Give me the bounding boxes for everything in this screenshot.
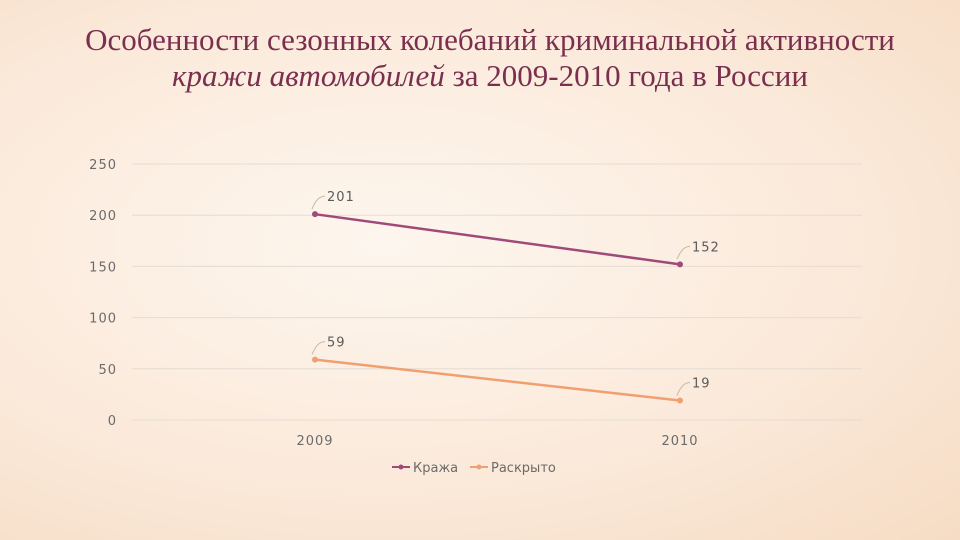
- data-point: [677, 261, 683, 268]
- data-label-leader: [311, 341, 326, 355]
- title-part-1: Особенности сезонных колебаний криминаль…: [85, 22, 895, 57]
- legend-label: Раскрыто: [491, 461, 556, 476]
- legend-swatch-marker: [476, 464, 482, 470]
- y-tick-label: 50: [98, 363, 117, 378]
- y-tick-label: 150: [89, 260, 117, 275]
- data-label-leader: [676, 382, 691, 396]
- data-point: [312, 211, 318, 218]
- legend-swatch-marker: [398, 464, 404, 470]
- data-point: [677, 397, 683, 404]
- data-label: 201: [327, 190, 355, 205]
- data-label: 19: [692, 377, 711, 392]
- data-label-leader: [676, 245, 691, 260]
- title-part-2-italic: кражи автомобилей: [171, 58, 445, 93]
- data-label: 59: [327, 336, 346, 351]
- series-line: [314, 212, 681, 266]
- legend-label: Кража: [413, 461, 458, 476]
- y-tick-label: 0: [108, 414, 117, 429]
- x-tick-label: 2009: [296, 434, 333, 449]
- data-label: 152: [692, 240, 720, 255]
- chart-title: Особенности сезонных колебаний криминаль…: [80, 22, 900, 94]
- y-tick-label: 200: [89, 209, 117, 224]
- series-line: [314, 358, 681, 402]
- y-tick-label: 250: [89, 158, 117, 173]
- title-part-3: за 2009-2010 года в России: [444, 58, 809, 93]
- x-tick-label: 2010: [661, 434, 698, 449]
- data-label-leader: [311, 195, 326, 210]
- y-tick-label: 100: [89, 312, 117, 327]
- data-point: [312, 356, 318, 363]
